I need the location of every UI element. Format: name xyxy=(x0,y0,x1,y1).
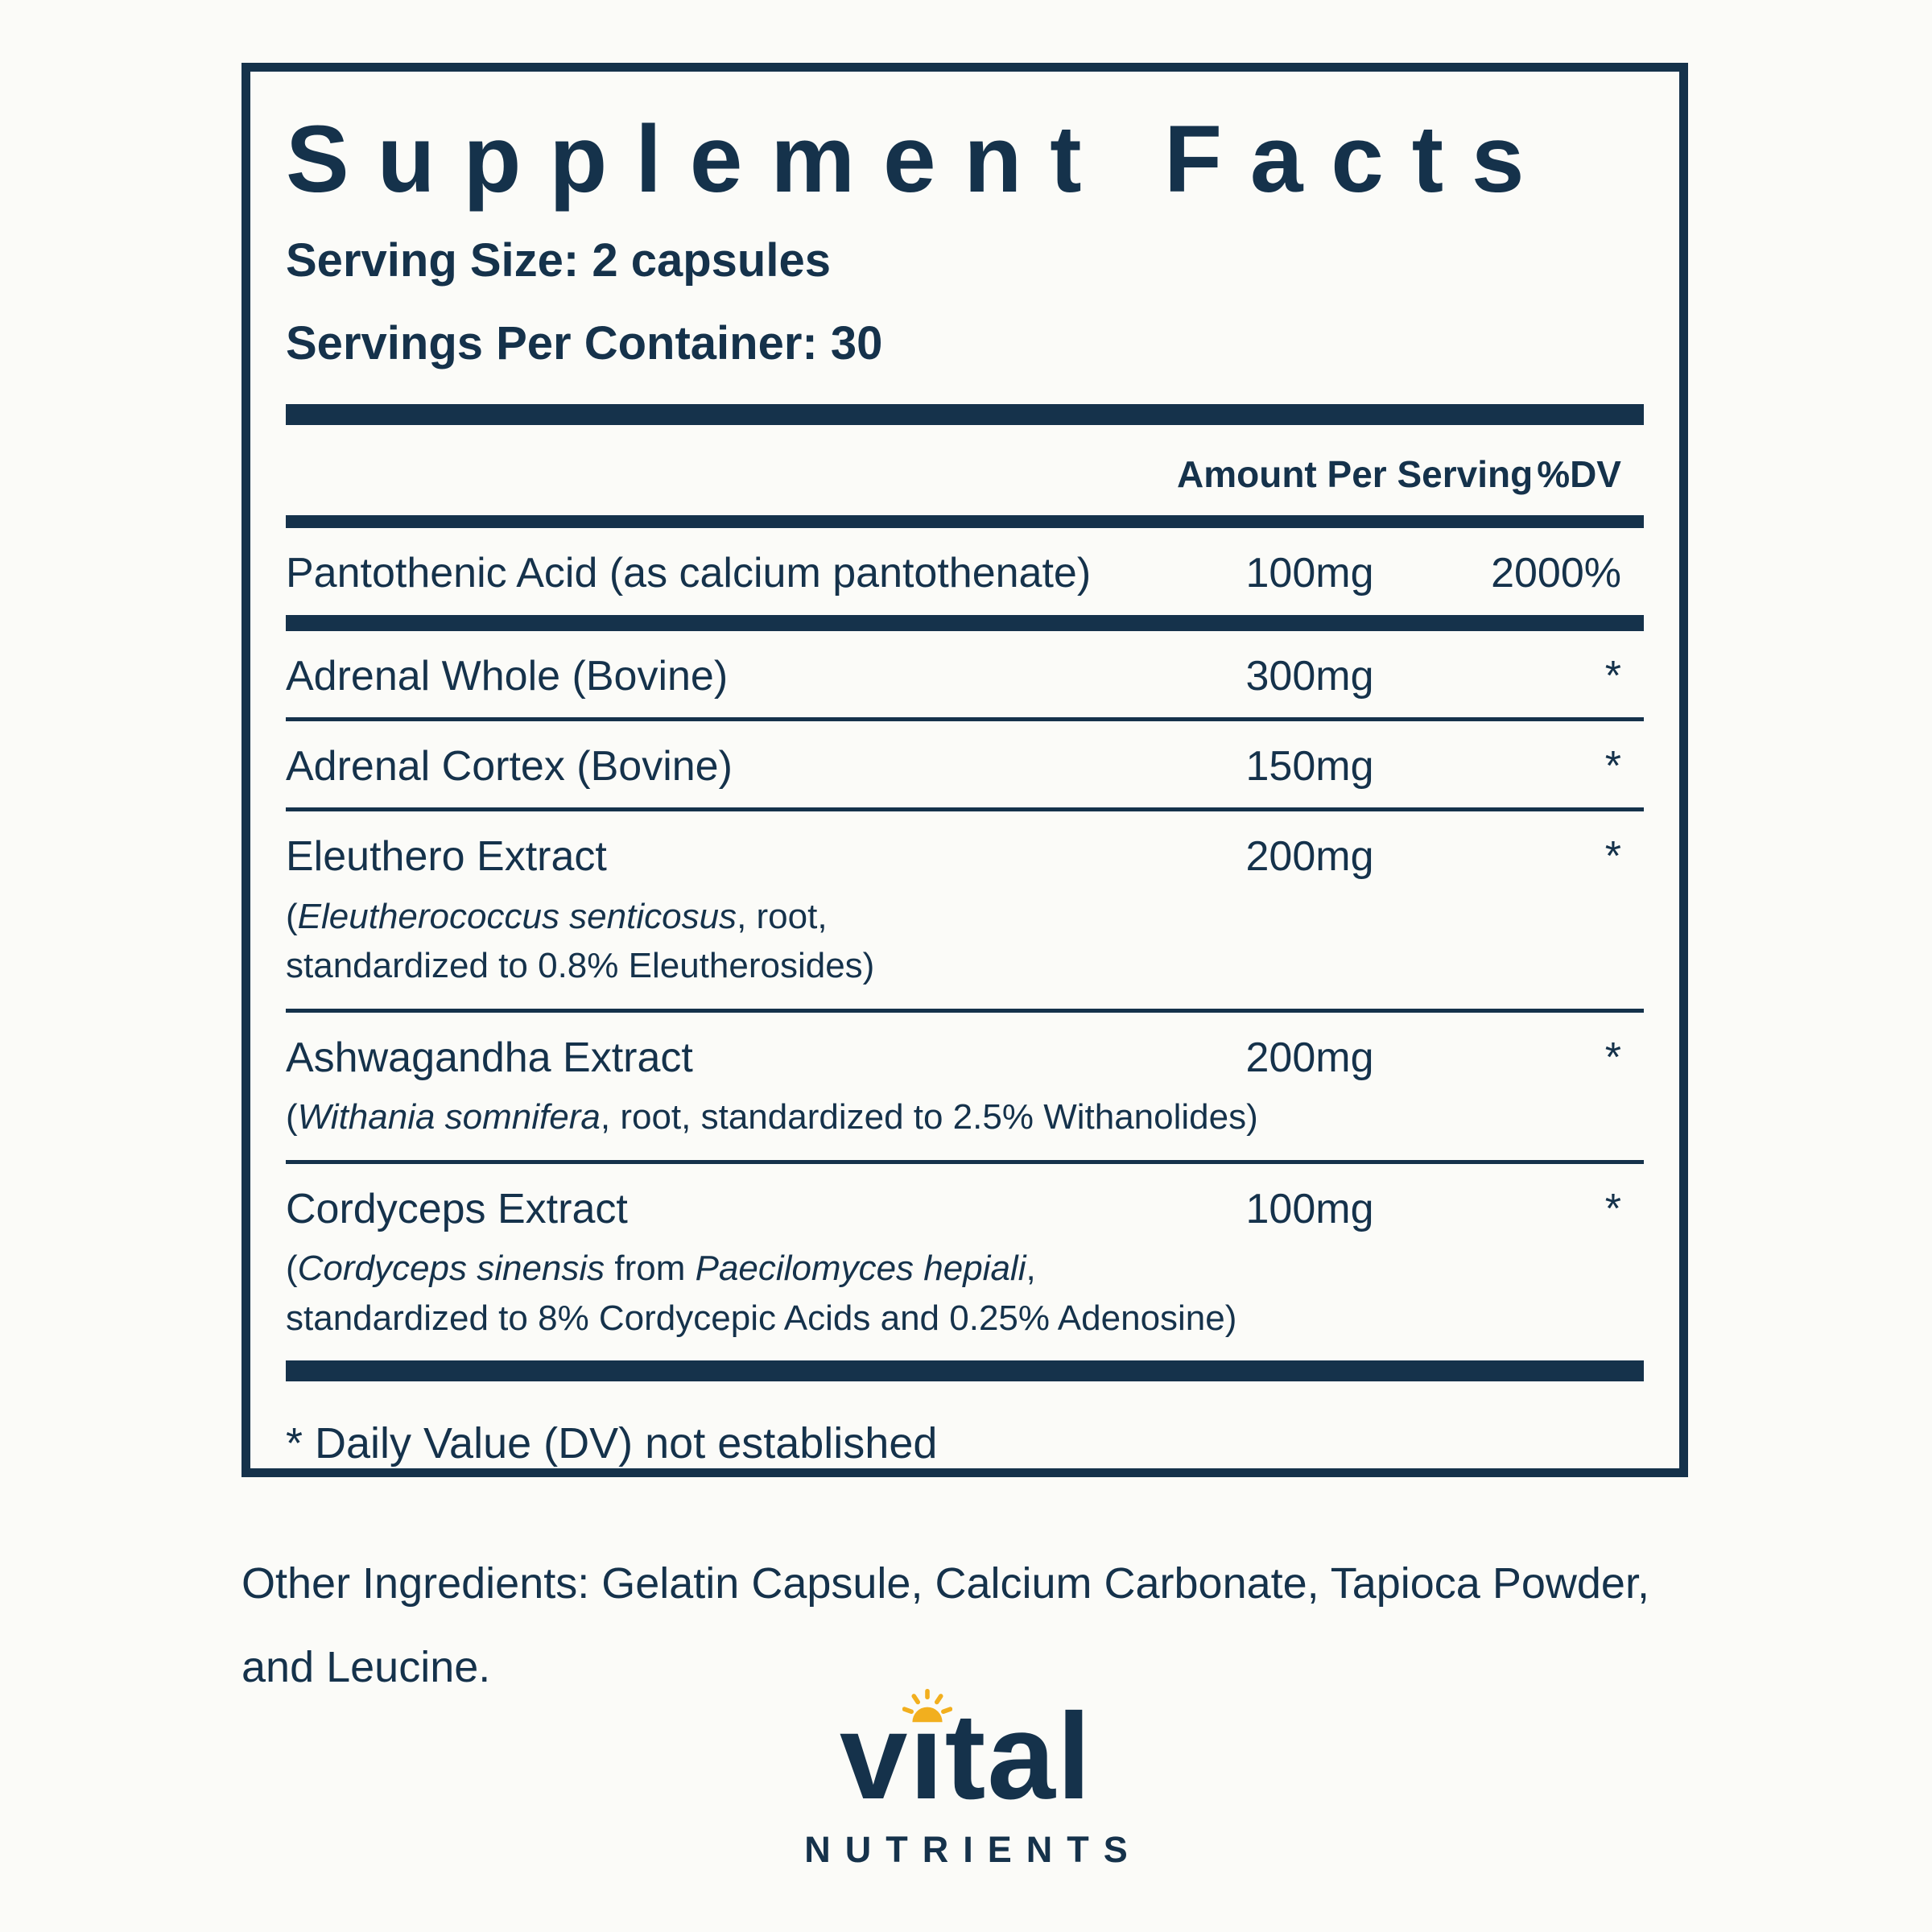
latin-name-italic: Cordyceps sinensis xyxy=(297,1249,605,1289)
ingredient-name: Eleuthero Extract xyxy=(286,833,607,881)
ingredient-name: Adrenal Whole (Bovine) xyxy=(286,652,729,700)
thin-divider xyxy=(286,1008,1644,1013)
table-row-eleuthero: Eleuthero Extract 200mg * xyxy=(286,811,1644,898)
ingredient-name: Pantothenic Acid (as calcium pantothenat… xyxy=(286,550,1092,597)
thick-divider xyxy=(286,1360,1644,1382)
brand-logo: v ıtal NUTRIENTS xyxy=(0,1689,1932,1871)
table-rowblock-ashwagandha: Ashwagandha Extract 200mg * (Withania so… xyxy=(286,1013,1644,1142)
latin-name-italic: Paecilomyces hepiali xyxy=(695,1249,1026,1289)
ingredient-amount: 200mg xyxy=(1245,833,1374,881)
thick-divider xyxy=(286,404,1644,426)
other-ingredients-line: Other Ingredients: Gelatin Capsule, Calc… xyxy=(242,1559,1649,1608)
detail-text: , root, standardized to 2.5% Withanolide… xyxy=(600,1097,1258,1137)
detail-text: ( xyxy=(286,1097,298,1137)
wordmark-v: v xyxy=(839,1688,910,1825)
table-rowblock-eleuthero: Eleuthero Extract 200mg * (Eleutherococc… xyxy=(286,811,1644,991)
ingredient-dv: * xyxy=(1604,833,1621,881)
ingredient-amount: 100mg xyxy=(1245,1185,1374,1232)
ingredient-amount: 150mg xyxy=(1245,742,1374,790)
ingredient-dv: * xyxy=(1604,652,1621,700)
brand-tagline: NUTRIENTS xyxy=(804,1829,1142,1870)
table-row-cordyceps: Cordyceps Extract 100mg * xyxy=(286,1164,1644,1250)
ingredient-name: Adrenal Cortex (Bovine) xyxy=(286,742,733,790)
other-ingredients: Other Ingredients: Gelatin Capsule, Calc… xyxy=(242,1542,1649,1709)
ingredient-detail: (Withania somnifera, root, standardized … xyxy=(286,1092,1644,1142)
table-row-adrenal-whole: Adrenal Whole (Bovine) 300mg * xyxy=(286,631,1644,717)
ingredient-detail: (Cordyceps sinensis from Paecilomyces he… xyxy=(286,1244,1644,1343)
thin-divider xyxy=(286,807,1644,812)
detail-text: ( xyxy=(286,1249,298,1289)
detail-text: , root, xyxy=(737,896,828,936)
wordmark-tal: tal xyxy=(944,1688,1093,1825)
ingredient-dv: * xyxy=(1604,742,1621,790)
table-rowblock-cordyceps: Cordyceps Extract 100mg * (Cordyceps sin… xyxy=(286,1164,1644,1344)
panel-title: Supplement Facts xyxy=(286,106,1553,213)
detail-text: ( xyxy=(286,896,298,936)
table-row-pantothenic-acid: Pantothenic Acid (as calcium pantothenat… xyxy=(286,528,1644,614)
table-header-row: Amount Per Serving %DV xyxy=(286,425,1644,515)
latin-name-italic: Withania somnifera xyxy=(297,1097,601,1137)
detail-text: standardized to 8% Cordycepic Acids and … xyxy=(286,1298,1237,1338)
ingredient-dv: 2000% xyxy=(1491,550,1621,597)
supplement-facts-panel: Supplement Facts Serving Size: 2 capsule… xyxy=(242,63,1688,1477)
ingredient-amount: 200mg xyxy=(1245,1034,1374,1081)
servings-per-container: Servings Per Container: 30 xyxy=(286,316,883,369)
ingredient-dv: * xyxy=(1604,1034,1621,1081)
medium-divider xyxy=(286,614,1644,631)
other-ingredients-line: and Leucine. xyxy=(242,1642,491,1691)
latin-name-italic: Eleutherococcus senticosus xyxy=(297,896,737,936)
wordmark-i: ı xyxy=(902,1689,952,1818)
serving-size: Serving Size: 2 capsules xyxy=(286,233,831,287)
brand-wordmark: v ıtal xyxy=(0,1689,1932,1818)
ingredient-dv: * xyxy=(1604,1185,1621,1232)
thin-divider xyxy=(286,716,1644,721)
ingredient-name: Cordyceps Extract xyxy=(286,1185,628,1232)
table-row-adrenal-cortex: Adrenal Cortex (Bovine) 150mg * xyxy=(286,721,1644,807)
brand-tagline-line: NUTRIENTS xyxy=(0,1829,1932,1871)
header-percent-dv: %DV xyxy=(1537,453,1621,496)
medium-divider xyxy=(286,515,1644,529)
ingredient-name: Ashwagandha Extract xyxy=(286,1034,693,1081)
header-amount-per-serving: Amount Per Serving xyxy=(1177,453,1534,496)
detail-text: standardized to 0.8% Eleutherosides) xyxy=(286,946,875,986)
thin-divider xyxy=(286,1159,1644,1164)
detail-text: , xyxy=(1026,1249,1036,1289)
table-row-ashwagandha: Ashwagandha Extract 200mg * xyxy=(286,1013,1644,1099)
ingredient-amount: 300mg xyxy=(1245,652,1374,700)
detail-text: from xyxy=(605,1249,696,1289)
ingredient-detail: (Eleutherococcus senticosus, root, stand… xyxy=(286,892,1644,991)
ingredient-amount: 100mg xyxy=(1245,550,1374,597)
daily-value-footnote: * Daily Value (DV) not established xyxy=(286,1419,938,1468)
sun-icon xyxy=(902,1689,952,1723)
